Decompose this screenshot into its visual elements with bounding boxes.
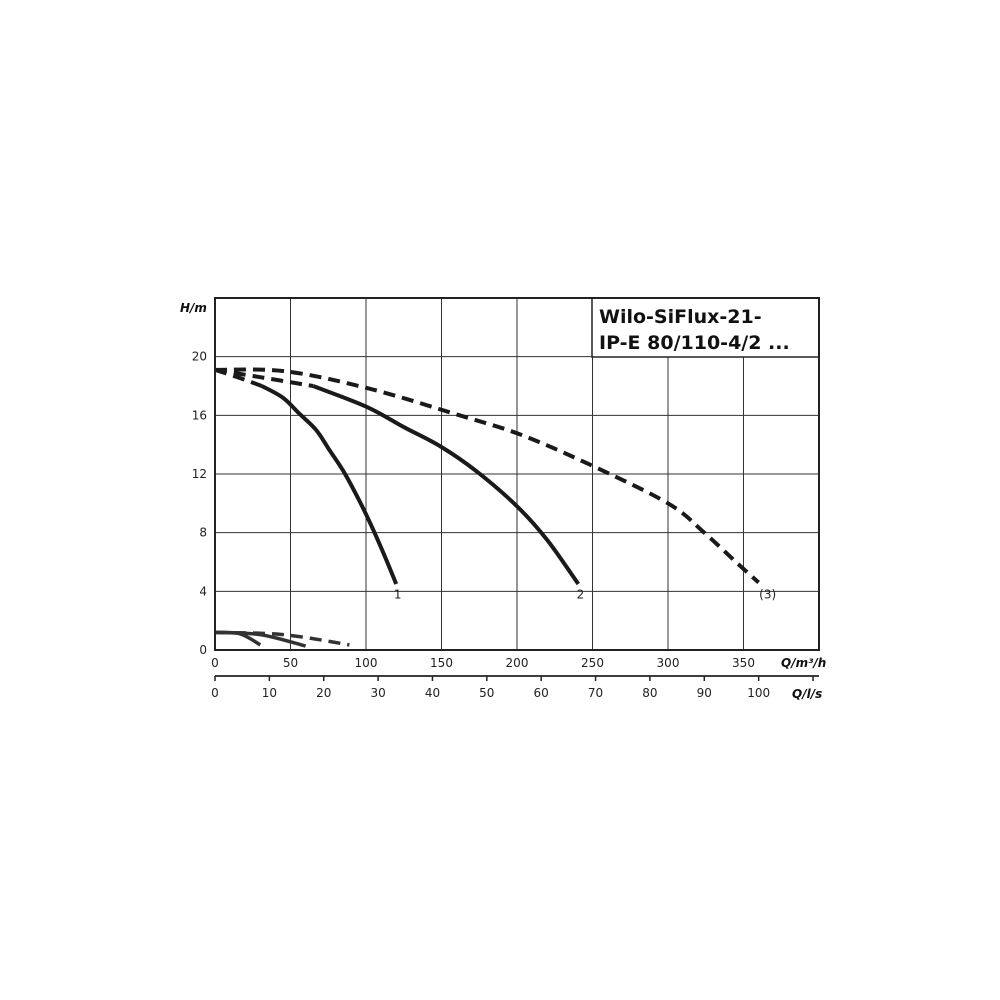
x-tick-label: 150 xyxy=(430,656,453,670)
title-line-2: IP-E 80/110-4/2 ... xyxy=(599,332,790,354)
title-box xyxy=(591,297,820,358)
curve-1-solid xyxy=(260,384,399,585)
x2-tick-label: 90 xyxy=(697,686,712,700)
curve-3-dashed xyxy=(214,367,760,585)
x-tick-label: 0 xyxy=(211,656,219,670)
x2-tick-label: 40 xyxy=(425,686,440,700)
x2-tick-label: 70 xyxy=(588,686,603,700)
x-tick-label: 250 xyxy=(581,656,604,670)
x2-tick-label: 100 xyxy=(747,686,770,700)
x-axis-label: Q/m³/h xyxy=(781,656,826,670)
x2-tick-label: 20 xyxy=(316,686,331,700)
x2-tick-label: 80 xyxy=(642,686,657,700)
title-line-1: Wilo-SiFlux-21- xyxy=(599,306,762,328)
y-tick-label: 20 xyxy=(192,350,207,364)
x2-axis-label: Q/l/s xyxy=(792,687,822,701)
x-tick-label: 350 xyxy=(732,656,755,670)
curve-label: 2 xyxy=(577,588,585,602)
plot-frame xyxy=(214,297,820,651)
x2-tick-label: 50 xyxy=(479,686,494,700)
y-tick-label: 12 xyxy=(192,467,207,481)
x2-tick-label: 0 xyxy=(211,686,219,700)
x2-tick-label: 10 xyxy=(262,686,277,700)
x-tick-label: 50 xyxy=(283,656,298,670)
curve-label: (3) xyxy=(759,588,776,602)
y-tick-label: 8 xyxy=(199,526,207,540)
curve-label: 1 xyxy=(394,588,402,602)
y-tick-label: 4 xyxy=(199,584,207,598)
y-tick-label: 16 xyxy=(192,408,207,422)
y-axis-label: H/m xyxy=(180,301,207,315)
x2-tick-label: 30 xyxy=(370,686,385,700)
curve-low-dashed xyxy=(214,630,350,647)
x-tick-label: 300 xyxy=(657,656,680,670)
curve-2-solid xyxy=(312,384,580,586)
x-tick-label: 200 xyxy=(506,656,529,670)
curves: 1 2 (3) xyxy=(214,367,776,648)
x2-tick-label: 60 xyxy=(534,686,549,700)
y-tick-label: 0 xyxy=(199,643,207,657)
x-tick-label: 100 xyxy=(355,656,378,670)
